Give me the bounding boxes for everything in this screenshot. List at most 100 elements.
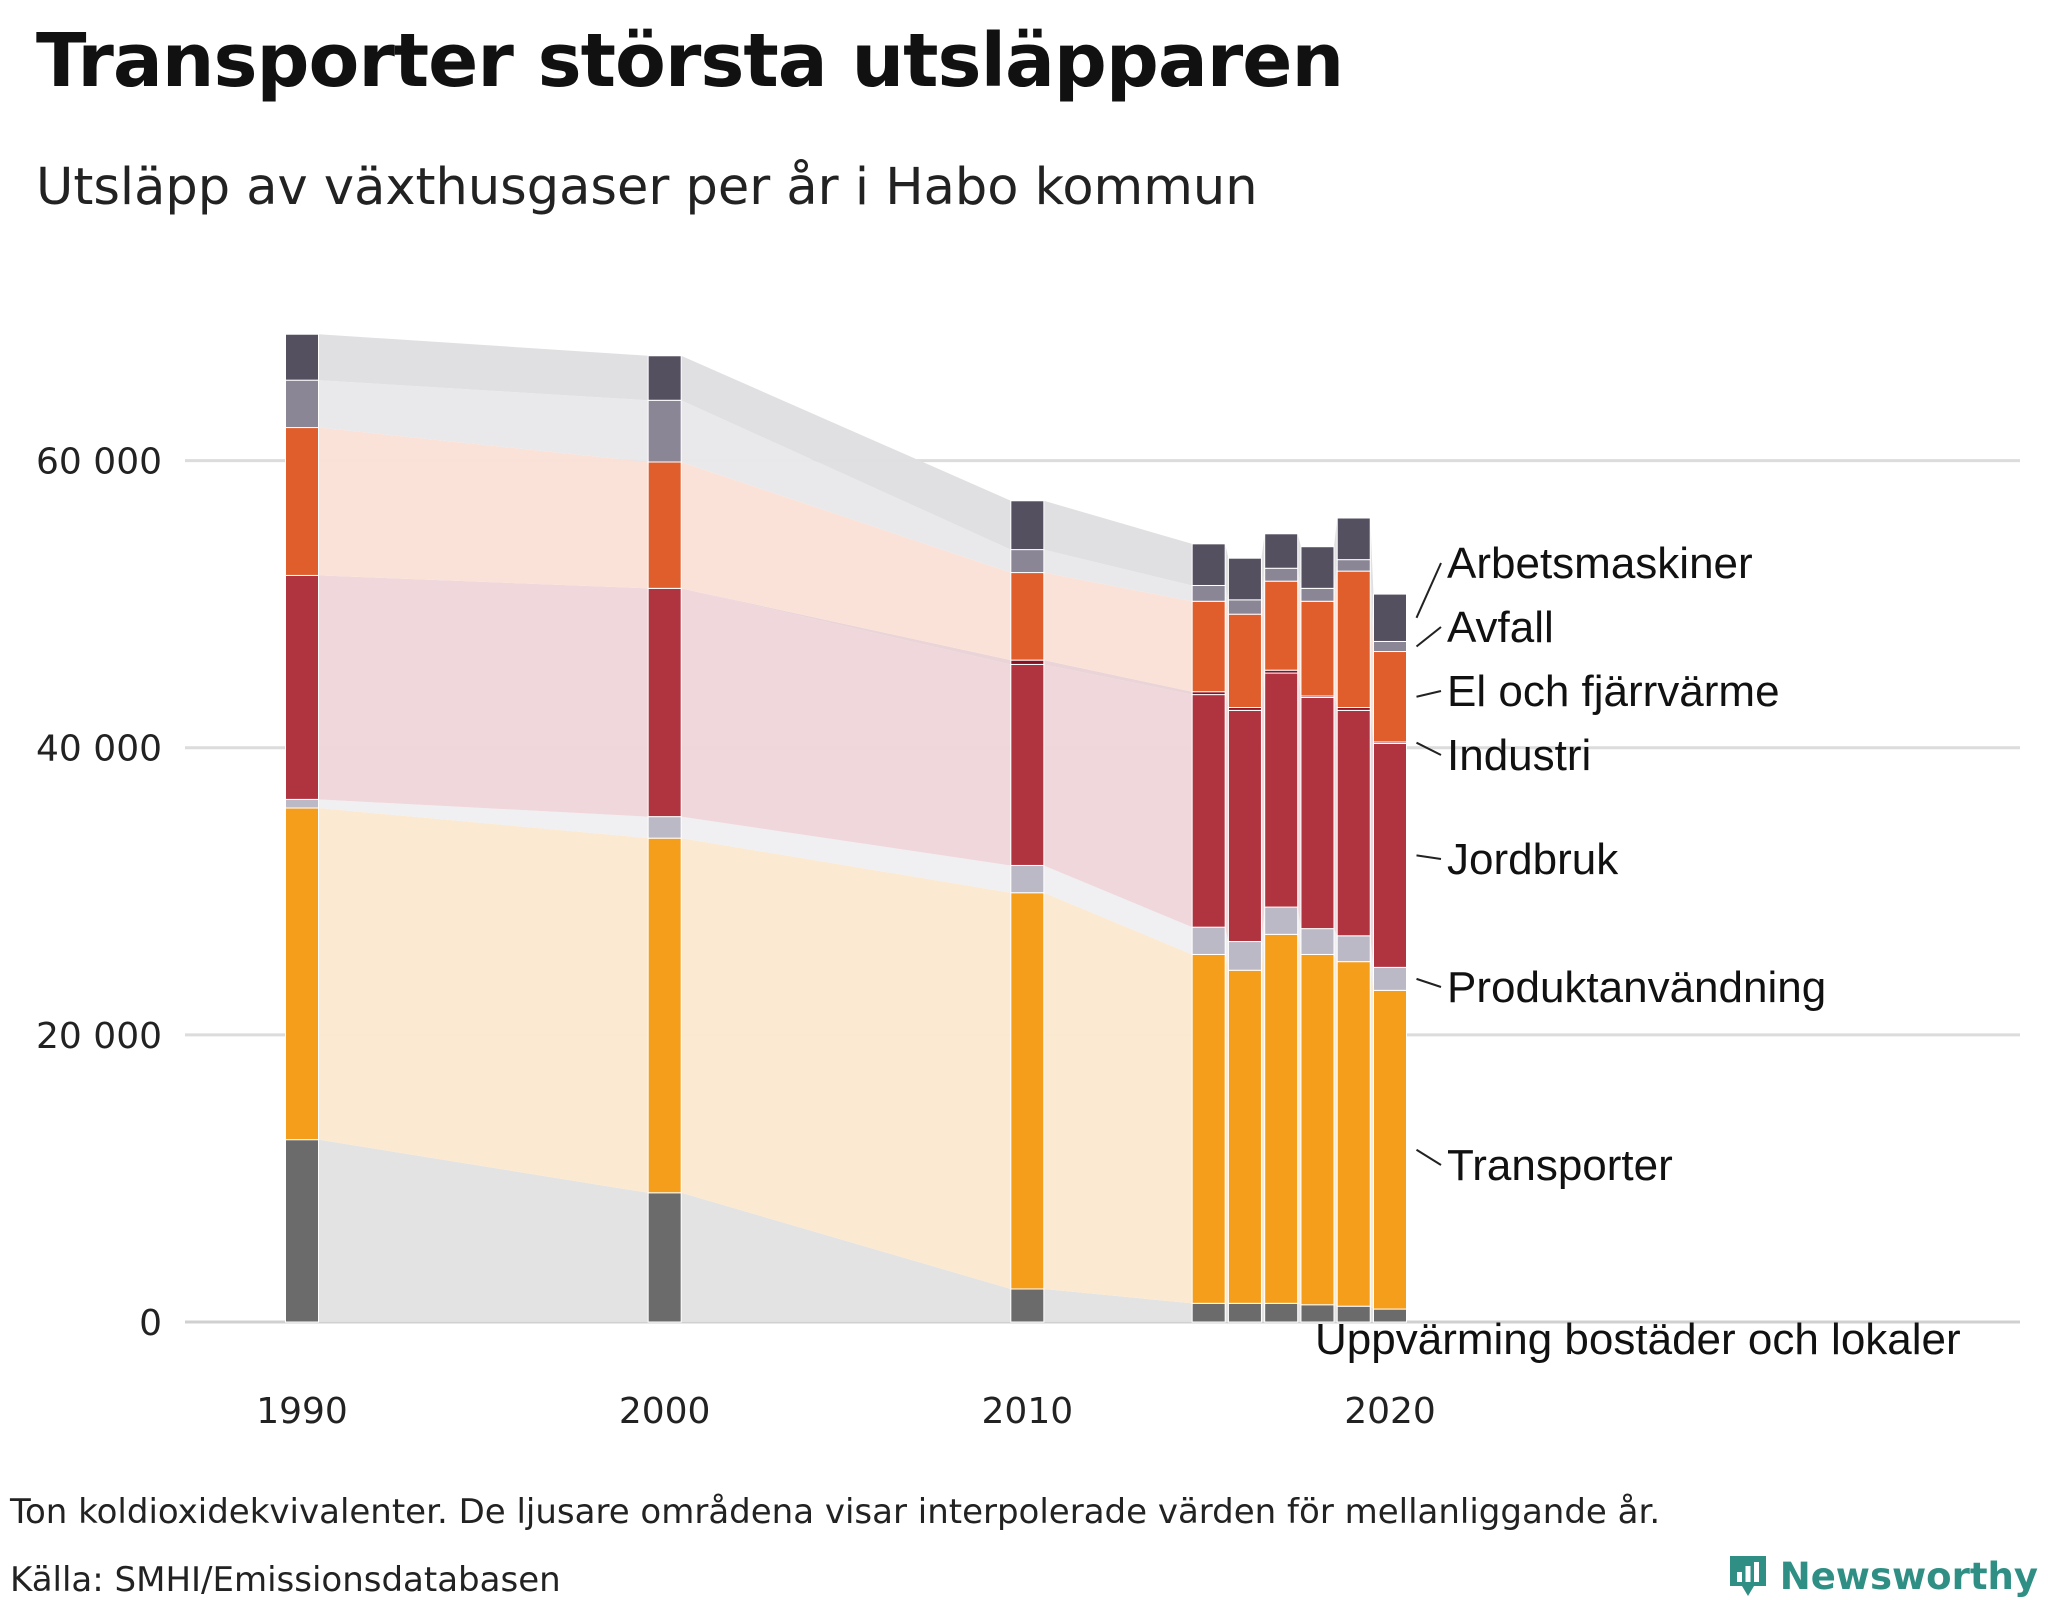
bar-segment xyxy=(1373,966,1407,991)
label-leader-line xyxy=(1415,626,1442,648)
x-tick-label: 1990 xyxy=(256,1391,348,1432)
bar-segment xyxy=(647,837,682,1194)
label-leader-line xyxy=(1415,562,1442,619)
bar-segment xyxy=(285,1139,319,1323)
series-label: Avfall xyxy=(1447,603,1554,652)
bar-segment xyxy=(1227,557,1262,601)
bar-segment xyxy=(1336,559,1371,572)
bar-segment xyxy=(1191,1302,1226,1323)
bar-segment xyxy=(647,816,682,839)
bar-segment xyxy=(647,1192,682,1323)
band-transporter xyxy=(285,808,1407,1310)
bar-segment xyxy=(285,807,319,1141)
series-label: Jordbruk xyxy=(1447,835,1619,884)
bar-segment xyxy=(1264,933,1299,1304)
bar-segment xyxy=(1300,587,1335,602)
bar-segment xyxy=(1300,696,1335,930)
series-labels: Uppvärming bostäder och lokaler Transport… xyxy=(1315,539,1961,1364)
band-uppvärming-bostäder-och-lokaler xyxy=(285,1139,1407,1322)
x-tick-label: 2000 xyxy=(619,1391,711,1432)
bar-segment xyxy=(1264,533,1299,569)
bar-segment xyxy=(1227,709,1262,943)
bar-segment xyxy=(285,574,319,800)
bar-segment xyxy=(1010,549,1045,574)
y-tick-label: 20 000 xyxy=(36,1016,162,1057)
chart-source: Källa: SMHI/Emissionsdatabasen xyxy=(10,1560,561,1600)
bar-segment xyxy=(1227,599,1262,615)
series-label: Transporter xyxy=(1447,1141,1673,1190)
bar-segment xyxy=(1010,500,1045,551)
bar-segment xyxy=(1300,546,1335,589)
bar-segment xyxy=(1010,864,1045,894)
series-label: Industri xyxy=(1447,731,1591,780)
bar-segment xyxy=(1300,600,1335,697)
bar-segment xyxy=(1300,953,1335,1306)
bar-segment xyxy=(285,798,319,809)
x-tick-label: 2020 xyxy=(1344,1391,1436,1432)
series-label: Uppvärming bostäder och lokaler xyxy=(1315,1315,1961,1364)
bar-segment xyxy=(1227,1302,1262,1323)
axis-labels: 0 20 000 40 000 60 000 1990 2000 2010 2020 xyxy=(36,442,1436,1432)
bar-segment xyxy=(1191,543,1226,586)
bar-segment xyxy=(1336,709,1371,937)
brand-name: Newsworthy xyxy=(1779,1554,2038,1598)
bar-segment xyxy=(1264,672,1299,908)
bar-segment xyxy=(1373,989,1407,1310)
band-arbetsmaskiner xyxy=(285,334,1407,642)
bar-segment xyxy=(1373,593,1407,642)
bar-segment xyxy=(1373,640,1407,653)
bar-segment xyxy=(1336,570,1371,709)
label-leader-line xyxy=(1416,741,1442,756)
label-leader-line xyxy=(1416,854,1442,860)
bar-segment xyxy=(1191,584,1226,602)
bar-segment xyxy=(647,587,682,818)
bar-segment xyxy=(1191,694,1226,928)
interpolated-bands xyxy=(285,334,1407,1322)
band-avfall xyxy=(285,380,1407,652)
brand[interactable]: Newsworthy xyxy=(1726,1552,2038,1600)
chart-subtitle: Utsläpp av växthusgaser per år i Habo ko… xyxy=(36,158,1258,217)
bar-segment xyxy=(1010,1288,1045,1323)
label-leader-line xyxy=(1416,977,1442,988)
series-label: Arbetsmaskiner xyxy=(1447,539,1753,588)
bar-segment xyxy=(285,379,319,429)
bar-segment xyxy=(1191,600,1226,693)
newsworthy-logo-icon xyxy=(1729,1556,1766,1596)
bar-segment xyxy=(1264,580,1299,671)
bar-segment xyxy=(1010,659,1045,665)
label-leader-line xyxy=(1416,690,1442,698)
y-tick-label: 60 000 xyxy=(36,442,162,483)
bar-segment xyxy=(647,399,682,463)
x-tick-label: 2010 xyxy=(982,1391,1074,1432)
bar-segment xyxy=(647,461,682,589)
bar-segment xyxy=(1373,651,1407,743)
series-label: Produktanvändning xyxy=(1447,963,1826,1012)
bar-segment xyxy=(1010,663,1045,866)
bar-segment xyxy=(1336,961,1371,1307)
band-jordbruk xyxy=(285,575,1407,968)
bar-segment xyxy=(1373,742,1407,968)
bar-segment xyxy=(285,333,319,381)
bar-segment xyxy=(1264,1302,1299,1323)
bar-segment xyxy=(1336,935,1371,963)
bar-segment xyxy=(1264,567,1299,582)
label-leader-line xyxy=(1415,1148,1442,1166)
bar-segment xyxy=(285,427,319,576)
bar-segment xyxy=(1191,953,1226,1304)
bar-segment xyxy=(647,355,682,401)
bar-segment xyxy=(1010,572,1045,661)
series-label: El och fjärrvärme xyxy=(1447,667,1780,716)
bar-segment xyxy=(1010,892,1045,1290)
bar-segment xyxy=(1191,926,1226,955)
chart-note: Ton koldioxidekvivalenter. De ljusare om… xyxy=(10,1492,1661,1532)
bar-segment xyxy=(1227,613,1262,709)
y-tick-label: 40 000 xyxy=(36,729,162,770)
bar-segment xyxy=(1264,906,1299,935)
bar-segment xyxy=(1336,517,1371,561)
bar-segment xyxy=(1227,941,1262,971)
chart-title: Transporter största utsläpparen xyxy=(36,18,1344,104)
band-el-och-fjärrvärme xyxy=(285,427,1407,742)
bars xyxy=(285,333,1407,1323)
bar-segment xyxy=(1227,969,1262,1304)
bar-segment xyxy=(1300,928,1335,955)
